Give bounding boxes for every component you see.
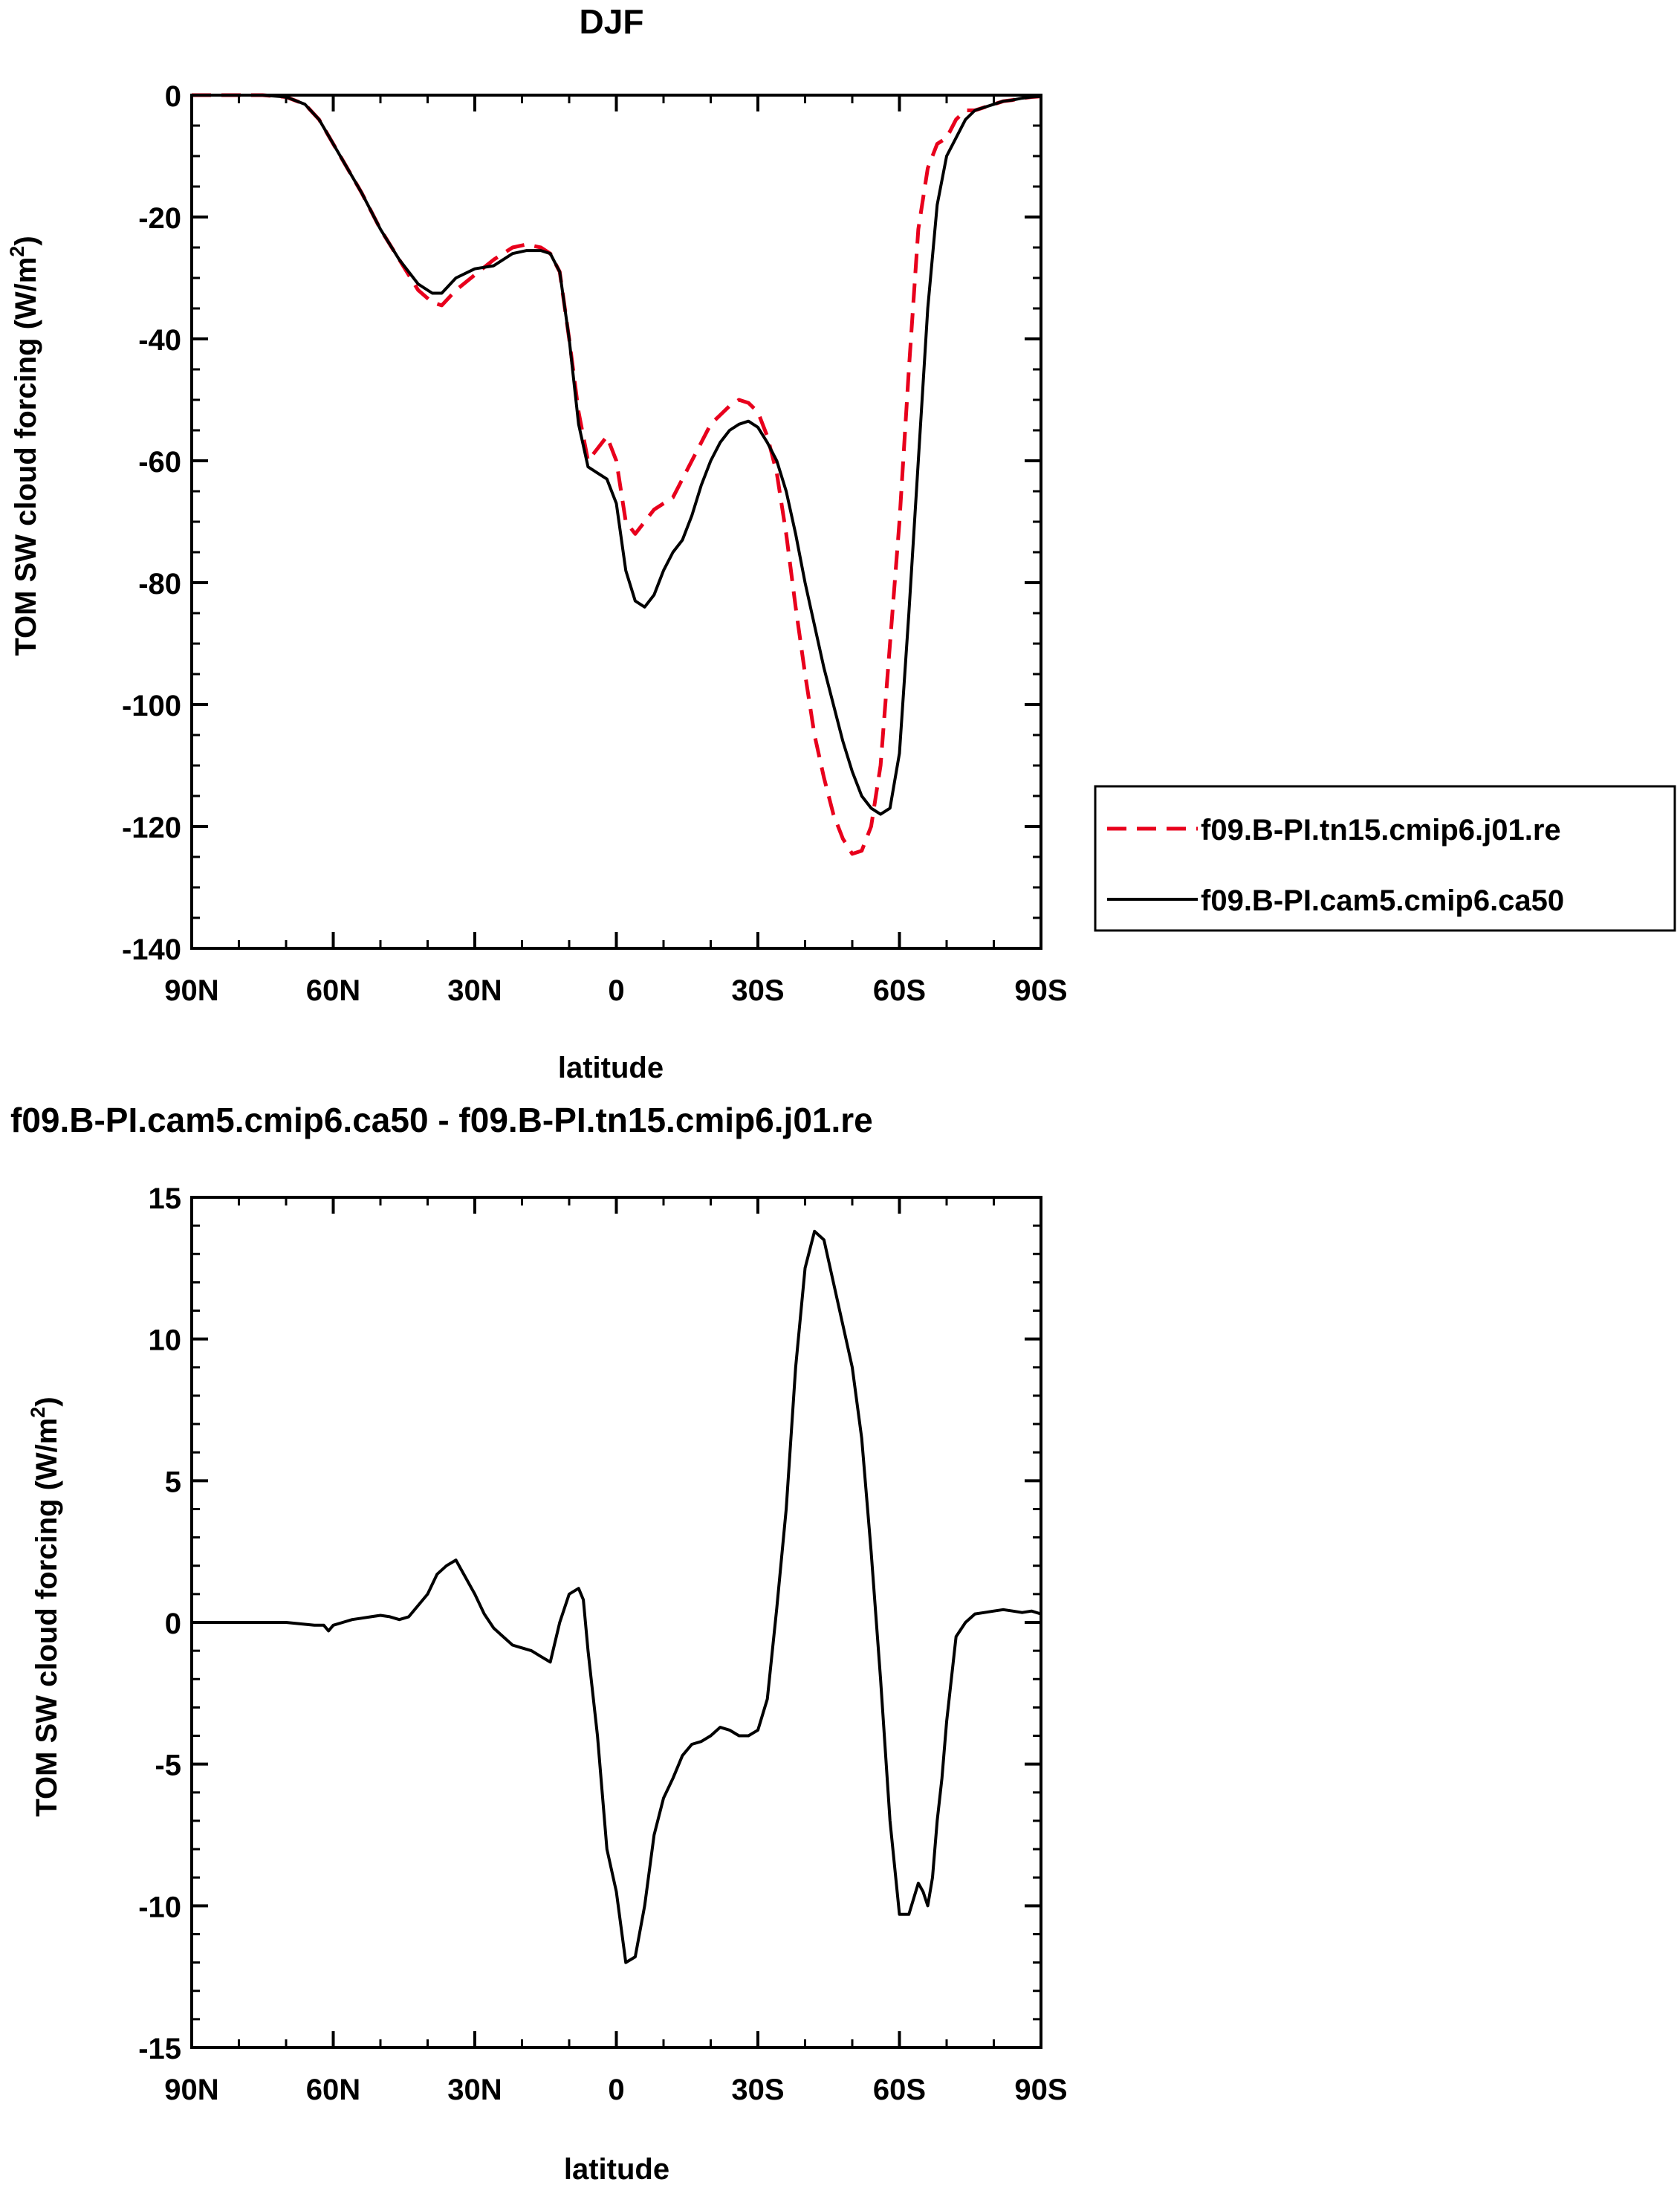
y-tick-label: 0 <box>165 1608 181 1640</box>
bottom-chart-ylabel: TOM SW cloud forcing (W/m2) <box>27 1396 63 1816</box>
y-tick-label: -20 <box>138 202 181 235</box>
x-tick-label: 0 <box>608 2074 624 2106</box>
top-chart-title: DJF <box>580 2 644 41</box>
legend-box <box>1094 785 1676 932</box>
y-tick-label: -120 <box>122 812 181 844</box>
y-tick-label: -60 <box>138 446 181 479</box>
legend-label-series-2: f09.B-PI.cam5.cmip6.ca50 <box>1201 884 1564 917</box>
x-tick-label: 90S <box>1014 2074 1067 2106</box>
x-tick-label: 30N <box>447 2074 502 2106</box>
x-tick-label: 90S <box>1014 974 1067 1007</box>
x-tick-label: 0 <box>608 974 624 1007</box>
y-tick-label: -40 <box>138 324 181 357</box>
x-tick-label: 60N <box>306 2074 360 2106</box>
x-tick-label: 60S <box>873 974 926 1007</box>
legend: f09.B-PI.tn15.cmip6.j01.re f09.B-PI.cam5… <box>1094 785 1676 932</box>
top-chart-ylabel: TOM SW cloud forcing (W/m2) <box>6 236 42 656</box>
series-line-2 <box>192 94 1042 816</box>
x-tick-label: 30S <box>731 974 784 1007</box>
y-tick-label: 15 <box>149 1182 182 1215</box>
legend-label-series-1: f09.B-PI.tn15.cmip6.j01.re <box>1201 814 1561 847</box>
series-line-1 <box>192 1229 1042 1964</box>
bottom-chart: f09.B-PI.cam5.cmip6.ca50 - f09.B-PI.tn15… <box>10 1101 1068 2186</box>
x-tick-label: 90N <box>164 974 218 1007</box>
y-tick-label: -15 <box>138 2033 181 2065</box>
y-tick-label: -5 <box>155 1750 181 1782</box>
x-tick-label: 60N <box>306 974 360 1007</box>
y-tick-label: 5 <box>165 1466 181 1498</box>
x-tick-label: 90N <box>164 2074 218 2106</box>
series-line-1 <box>192 93 1042 856</box>
y-tick-label: -140 <box>122 933 181 966</box>
y-tick-label: -10 <box>138 1891 181 1923</box>
y-tick-label: -80 <box>138 568 181 601</box>
bottom-chart-title: f09.B-PI.cam5.cmip6.ca50 - f09.B-PI.tn15… <box>10 1101 873 1139</box>
y-tick-label: -100 <box>122 690 181 722</box>
x-tick-label: 30S <box>731 2074 784 2106</box>
bottom-chart-xlabel: latitude <box>564 2153 669 2186</box>
top-chart: DJF TOM SW cloud forcing (W/m2) latitude… <box>6 2 1068 1084</box>
top-chart-xlabel: latitude <box>558 1052 664 1084</box>
y-tick-label: 0 <box>165 80 181 113</box>
x-tick-label: 60S <box>873 2074 926 2106</box>
x-tick-label: 30N <box>447 974 502 1007</box>
y-tick-label: 10 <box>149 1324 182 1357</box>
plot-frame <box>190 1196 1042 2049</box>
